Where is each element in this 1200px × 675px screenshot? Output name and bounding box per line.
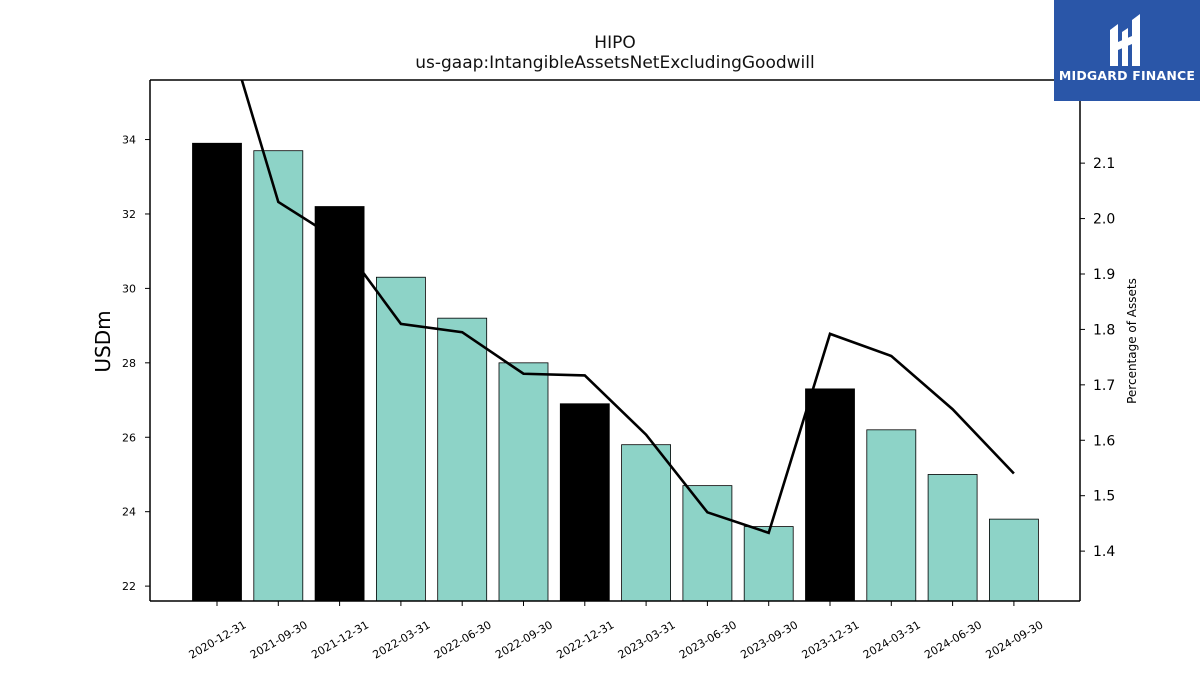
y-axis-label-left: USDm [91, 310, 115, 372]
bar-2023-09-30 [743, 526, 794, 602]
x-tick-label: 2022-03-31 [371, 618, 433, 661]
y-tick-label-left: 24 [122, 506, 136, 519]
x-tick-label: 2024-06-30 [922, 618, 984, 661]
y-tick-label-left: 28 [122, 357, 136, 370]
y-tick-label-right: 2.1 [1093, 156, 1115, 172]
logo-mark-icon [1110, 14, 1140, 66]
bar-2020-12-31 [192, 142, 242, 602]
bar-2022-09-30 [498, 362, 549, 602]
y-tick-label-left: 32 [122, 208, 136, 221]
x-tick-label: 2022-09-30 [493, 618, 555, 661]
x-tick-label: 2023-12-31 [800, 618, 862, 661]
bar-2023-03-31 [621, 444, 671, 602]
y-tick-label-left: 30 [122, 282, 136, 295]
bar-2022-06-30 [437, 317, 488, 602]
x-tick-label: 2021-09-30 [248, 618, 310, 661]
x-tick-label: 2024-09-30 [984, 618, 1046, 661]
bar-2023-12-31 [805, 388, 855, 602]
bar-2023-06-30 [682, 485, 733, 602]
y-tick-label-right: 2.0 [1093, 212, 1115, 228]
y-tick-label-right: 1.7 [1093, 378, 1115, 394]
bar-2021-09-30 [253, 150, 304, 602]
bar-2022-12-31 [559, 403, 610, 602]
y-axis-label-right: Percentage of Assets [1125, 278, 1139, 404]
y-tick-label-left: 34 [122, 134, 136, 147]
y-tick-label-right: 1.5 [1093, 489, 1115, 505]
logo: MIDGARD FINANCE [1054, 0, 1200, 101]
x-tick-label: 2022-06-30 [432, 618, 494, 661]
bar-2024-03-31 [866, 429, 917, 602]
y-tick-label-right: 1.8 [1093, 322, 1115, 338]
bar-2021-12-31 [314, 206, 365, 602]
y-tick-label-right: 1.9 [1093, 267, 1115, 283]
x-tick-label: 2024-03-31 [861, 618, 923, 661]
x-tick-label: 2021-12-31 [309, 618, 371, 661]
x-tick-label: 2023-06-30 [677, 618, 739, 661]
series-line-percentage-of-assets [240, 80, 1015, 535]
chart-title: HIPO [594, 33, 636, 53]
bar-2024-06-30 [927, 474, 978, 602]
x-tick-label: 2023-03-31 [616, 618, 678, 661]
x-tick-label: 2022-12-31 [554, 618, 616, 661]
bar-2022-03-31 [375, 276, 426, 602]
y-tick-label-right: 1.6 [1093, 433, 1115, 449]
bar-2024-09-30 [989, 518, 1039, 602]
y-tick-label-left: 26 [122, 431, 136, 444]
y-tick-label-left: 22 [122, 580, 136, 593]
y-tick-label-right: 1.4 [1093, 544, 1115, 560]
x-tick-label: 2023-09-30 [738, 618, 800, 661]
chart-subtitle: us-gaap:IntangibleAssetsNetExcludingGood… [415, 53, 815, 73]
x-tick-label: 2020-12-31 [187, 618, 249, 661]
logo-text: MIDGARD FINANCE [1058, 68, 1196, 83]
